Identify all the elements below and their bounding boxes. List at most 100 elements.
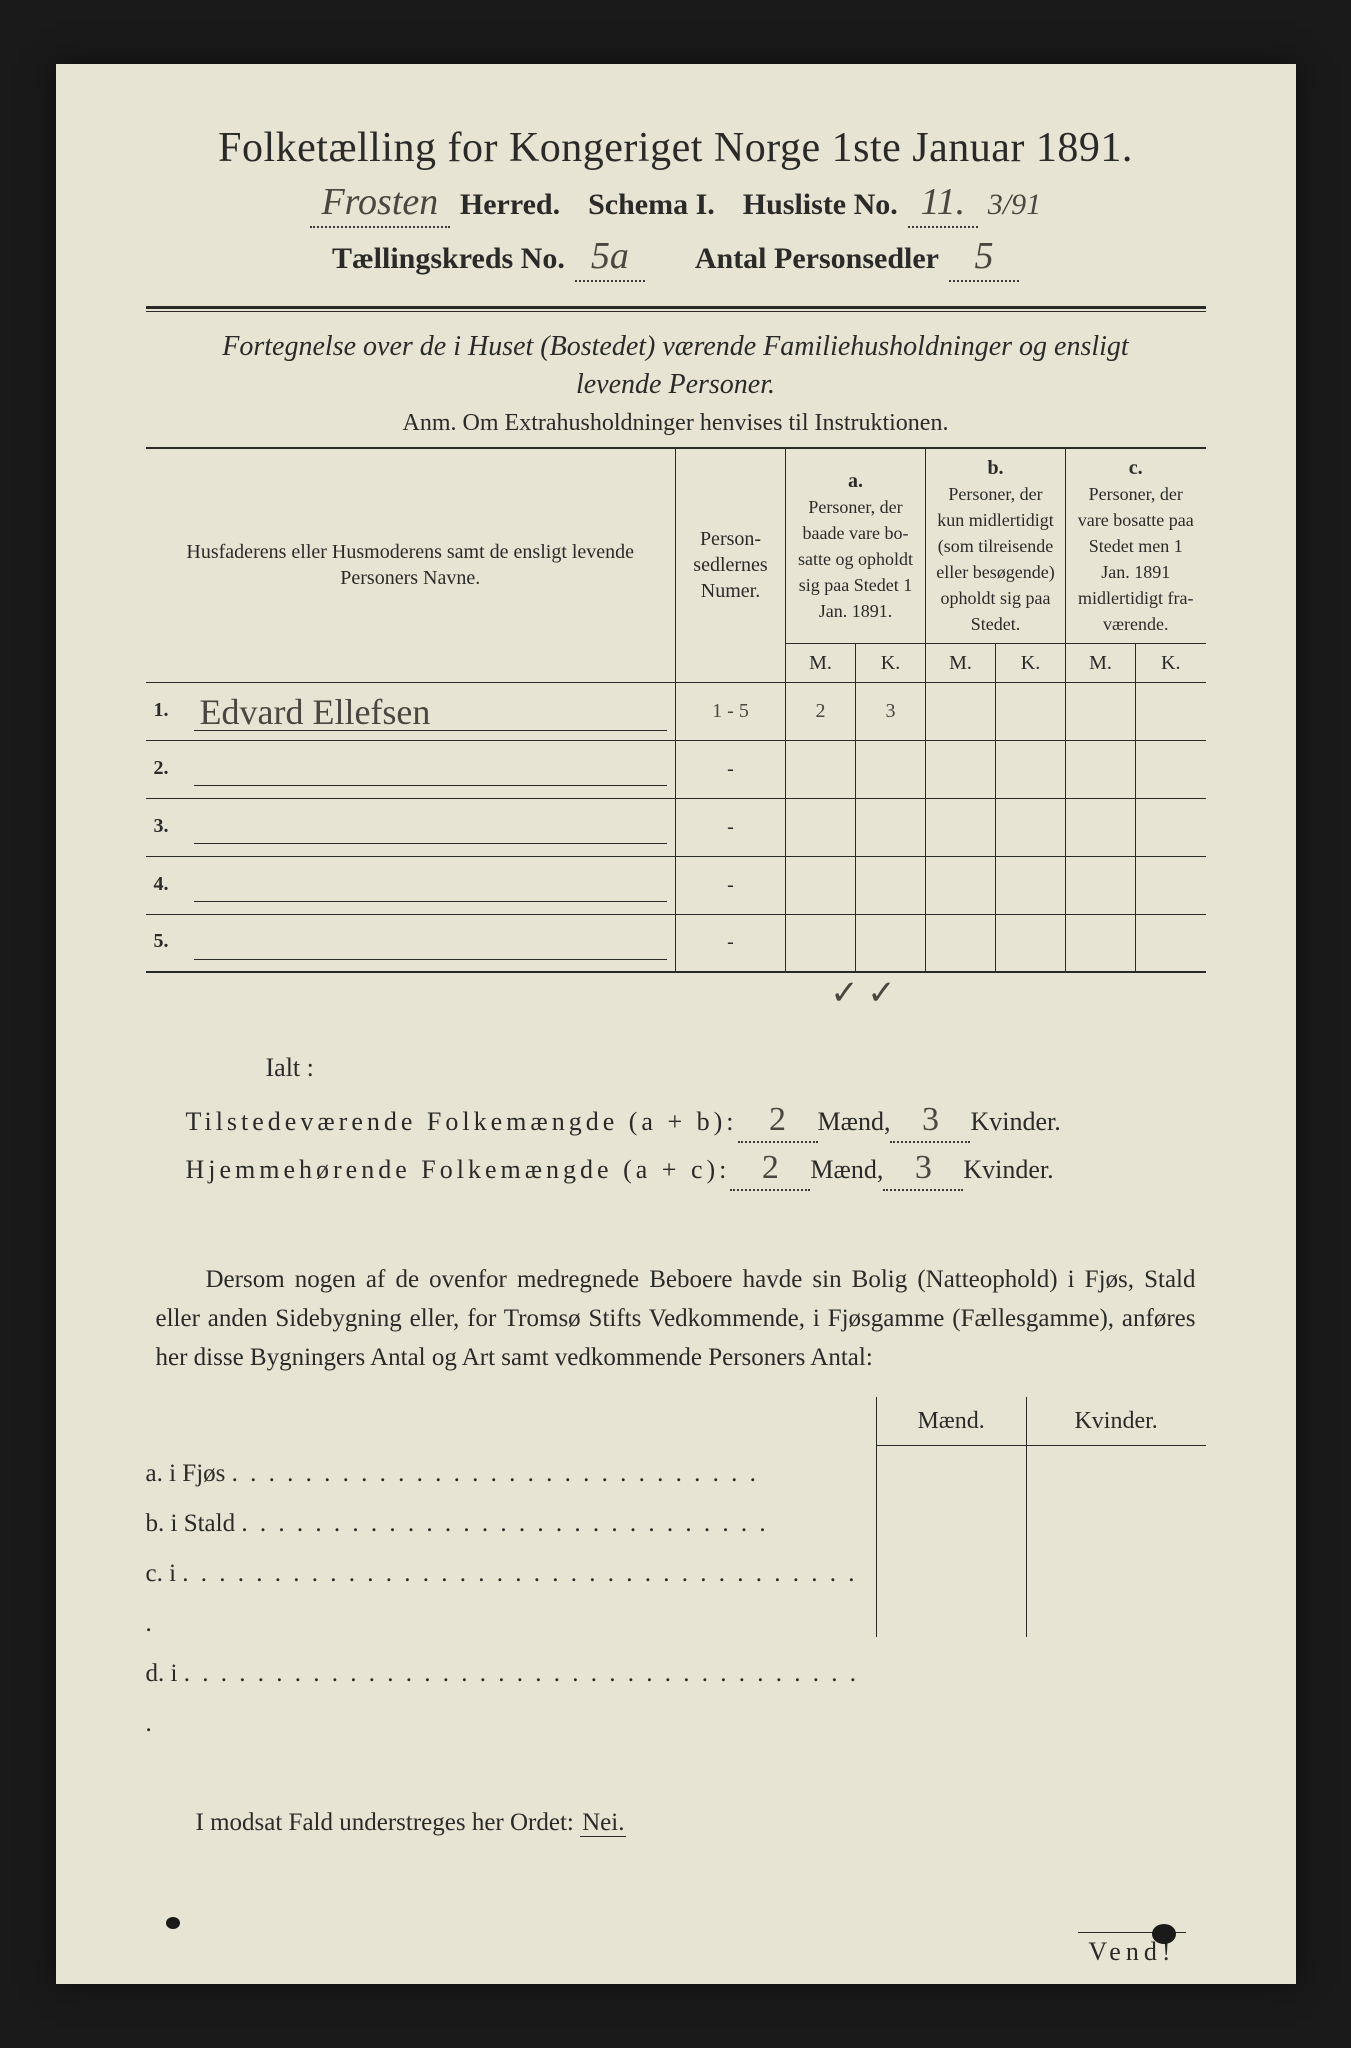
census-form-page: Folketælling for Kongeriget Norge 1ste J… xyxy=(56,64,1296,1984)
row-b-m xyxy=(926,856,996,914)
nei-line: I modsat Fald understreges her Ordet: Ne… xyxy=(196,1809,1206,1837)
group-c-text: Personer, der vare bosatte paa Stedet me… xyxy=(1078,484,1194,634)
totals-tilstede: Tilstedeværende Folkemængde (a + b): 2 M… xyxy=(186,1101,1206,1143)
mk-cell xyxy=(1026,1541,1205,1589)
nei-text: I modsat Fald understreges her Ordet: xyxy=(196,1809,574,1836)
kvinder-label: Kvinder. xyxy=(970,1107,1060,1137)
mk-maend: Mænd. xyxy=(876,1397,1026,1445)
row-b-m xyxy=(926,798,996,856)
row-a-k xyxy=(856,798,926,856)
row-number: 1. xyxy=(146,682,186,740)
sidebygning-block: a. i Fjøs . . . . . . . . . . . . . . . … xyxy=(146,1397,1206,1749)
census-table: Husfaderens eller Husmode­rens samt de e… xyxy=(146,447,1206,974)
row-name xyxy=(194,746,668,787)
row-name-cell xyxy=(186,740,676,798)
mk-kvinder: Kvinder. xyxy=(1026,1397,1205,1445)
row-a-m xyxy=(786,798,856,856)
row-name-cell xyxy=(186,914,676,972)
table-header-row-1: Husfaderens eller Husmode­rens samt de e… xyxy=(146,448,1206,644)
row-c-k xyxy=(1136,798,1206,856)
group-c-label: c. xyxy=(1129,457,1143,479)
row-name xyxy=(194,804,668,845)
husliste-label: Husliste No. xyxy=(743,188,898,222)
husliste-value: 11. xyxy=(908,180,978,228)
col-c-m: M. xyxy=(1066,643,1136,682)
mk-cell xyxy=(876,1541,1026,1589)
col-header-a: a. Personer, der baade vare bo­satte og … xyxy=(786,448,926,644)
mk-cell xyxy=(1026,1493,1205,1541)
row-a-k xyxy=(856,914,926,972)
row-b-k xyxy=(996,682,1066,740)
row-b-k xyxy=(996,740,1066,798)
header-line-2: Frosten Herred. Schema I. Husliste No. 1… xyxy=(146,180,1206,228)
row-name-cell: Edvard Ellefsen xyxy=(186,682,676,740)
sidebygning-b-label: b. i Stald xyxy=(146,1510,236,1537)
row-b-k xyxy=(996,914,1066,972)
group-b-label: b. xyxy=(987,457,1003,479)
table-row: 2. - xyxy=(146,740,1206,798)
vend-footer: Vend! xyxy=(146,1937,1206,1967)
row-name-cell xyxy=(186,856,676,914)
row-c-k xyxy=(1136,682,1206,740)
sidebygning-paragraph: Dersom nogen af de ovenfor medregnede Be… xyxy=(156,1261,1196,1377)
col-header-num: Person­sedler­nes Numer. xyxy=(676,448,786,683)
row-a-m xyxy=(786,914,856,972)
row-number: 3. xyxy=(146,798,186,856)
table-row: 5. - xyxy=(146,914,1206,972)
tilstede-label: Tilstedeværende Folkemængde (a + b): xyxy=(186,1107,738,1137)
row-name: Edvard Ellefsen xyxy=(194,691,668,732)
sidebygning-c-label: c. i xyxy=(146,1560,177,1587)
totals-hjemme: Hjemmehørende Folkemængde (a + c): 2 Mæn… xyxy=(186,1149,1206,1191)
row-num: 1 - 5 xyxy=(676,682,786,740)
tilstede-k: 3 xyxy=(890,1101,970,1143)
row-b-k xyxy=(996,856,1066,914)
mk-table: Mænd. Kvinder. xyxy=(876,1397,1206,1637)
row-c-m xyxy=(1066,856,1136,914)
row-name xyxy=(194,920,668,960)
hjemme-k: 3 xyxy=(883,1149,963,1191)
group-a-label: a. xyxy=(848,470,863,492)
maend-label: Mænd, xyxy=(818,1107,891,1137)
nei-word: Nei. xyxy=(580,1809,626,1837)
mk-header: Mænd. Kvinder. xyxy=(876,1397,1206,1445)
dots: . . . . . . . . . . . . . . . . . . . . … xyxy=(146,1660,859,1737)
sidebygning-a-label: a. i Fjøs xyxy=(146,1460,226,1487)
row-a-k xyxy=(856,740,926,798)
row-c-k xyxy=(1136,740,1206,798)
row-c-m xyxy=(1066,682,1136,740)
row-num: - xyxy=(676,798,786,856)
sidebygning-row-d: d. i . . . . . . . . . . . . . . . . . .… xyxy=(146,1649,876,1749)
row-name-cell xyxy=(186,798,676,856)
col-header-b: b. Personer, der kun midler­tidigt (som … xyxy=(926,448,1066,644)
mk-row xyxy=(876,1541,1206,1589)
table-row: 3. - xyxy=(146,798,1206,856)
group-b-text: Personer, der kun midler­tidigt (som til… xyxy=(936,484,1054,634)
row-a-m xyxy=(786,740,856,798)
row-b-m xyxy=(926,682,996,740)
row-a-m xyxy=(786,856,856,914)
maend-label: Mænd, xyxy=(810,1155,883,1185)
row-c-k xyxy=(1136,914,1206,972)
sidebygning-row-b: b. i Stald . . . . . . . . . . . . . . .… xyxy=(146,1499,876,1549)
ink-blot-icon xyxy=(1152,1924,1176,1944)
herred-label: Herred. xyxy=(460,188,560,222)
divider-heavy xyxy=(146,306,1206,312)
tilstede-m: 2 xyxy=(738,1101,818,1143)
antal-value: 5 xyxy=(949,234,1019,282)
row-a-m: 2 xyxy=(786,682,856,740)
subtitle-line1: Fortegnelse over de i Huset (Bostedet) v… xyxy=(222,331,1128,362)
table-row: 1. Edvard Ellefsen 1 - 5 2 3 xyxy=(146,682,1206,740)
header-line-3: Tællingskreds No. 5a Antal Personsedler … xyxy=(146,234,1206,282)
row-number: 2. xyxy=(146,740,186,798)
husliste-fraction: 3/91 xyxy=(988,188,1041,222)
col-header-num-text: Person­sedler­nes Numer. xyxy=(693,528,767,602)
ialt-label: Ialt : xyxy=(266,1053,1206,1083)
col-b-m: M. xyxy=(926,643,996,682)
herred-value: Frosten xyxy=(310,180,450,228)
row-num: - xyxy=(676,914,786,972)
col-a-k: K. xyxy=(856,643,926,682)
col-header-name: Husfaderens eller Husmode­rens samt de e… xyxy=(146,448,676,683)
mk-row xyxy=(876,1445,1206,1493)
row-number: 5. xyxy=(146,914,186,972)
row-c-m xyxy=(1066,798,1136,856)
